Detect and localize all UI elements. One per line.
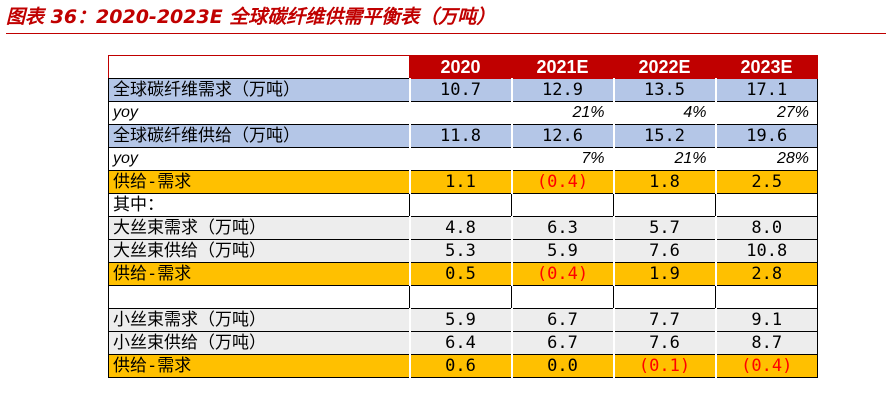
- table-cell: 5.9: [510, 239, 614, 263]
- table-cell: (0.4): [714, 354, 818, 378]
- table-row: yoy 7% 21% 28%: [108, 147, 818, 171]
- table-cell: 21%: [510, 101, 614, 125]
- table-cell: 28%: [714, 147, 818, 171]
- table-cell: 17.1: [714, 78, 818, 102]
- table-row: 供给-需求 0.5 (0.4) 1.9 2.8: [108, 262, 818, 286]
- table-cell: [409, 285, 512, 309]
- row-label: 大丝束需求（万吨）: [108, 216, 410, 240]
- row-label: 供给-需求: [108, 262, 410, 286]
- table-cell: 8.7: [714, 331, 818, 355]
- table-row: 其中：: [108, 193, 818, 217]
- table-row: 小丝束供给（万吨） 6.4 6.7 7.6 8.7: [108, 331, 818, 355]
- table-cell: 2.5: [714, 170, 818, 194]
- header-cell: 2023E: [715, 55, 818, 79]
- table-cell: 19.6: [714, 124, 818, 148]
- row-label: 供给-需求: [108, 354, 410, 378]
- table-cell: 10.8: [714, 239, 818, 263]
- table-cell: [511, 285, 614, 309]
- header-blank-cell: [108, 55, 410, 79]
- table-cell: 12.6: [510, 124, 614, 148]
- title-divider: [6, 33, 886, 34]
- supply-demand-table: 2020 2021E 2022E 2023E 全球碳纤维需求（万吨） 10.7 …: [108, 55, 818, 378]
- row-label: [108, 285, 410, 309]
- table-row: [108, 285, 818, 309]
- table-cell: 4.8: [408, 216, 512, 240]
- table-row: 供给-需求 1.1 (0.4) 1.8 2.5: [108, 170, 818, 194]
- header-cell: 2020: [409, 55, 512, 79]
- table-cell: 1.1: [408, 170, 512, 194]
- table-cell: [408, 147, 512, 171]
- table-cell: [613, 193, 716, 217]
- table-row: 小丝束需求（万吨） 5.9 6.7 7.7 9.1: [108, 308, 818, 332]
- table-cell: 6.7: [510, 331, 614, 355]
- table-row: 大丝束需求（万吨） 4.8 6.3 5.7 8.0: [108, 216, 818, 240]
- table-cell: 8.0: [714, 216, 818, 240]
- table-row: 大丝束供给（万吨） 5.3 5.9 7.6 10.8: [108, 239, 818, 263]
- table-cell: [409, 193, 512, 217]
- row-label: yoy: [108, 147, 410, 171]
- table-cell: 10.7: [408, 78, 512, 102]
- table-cell: 7.6: [612, 331, 716, 355]
- table-cell: 5.9: [408, 308, 512, 332]
- table-cell: 2.8: [714, 262, 818, 286]
- row-label: 供给-需求: [108, 170, 410, 194]
- table-cell: 1.8: [612, 170, 716, 194]
- header-cell: 2021E: [511, 55, 614, 79]
- table-cell: [715, 285, 818, 309]
- table-cell: 12.9: [510, 78, 614, 102]
- table-cell: 6.7: [510, 308, 614, 332]
- table-cell: 11.8: [408, 124, 512, 148]
- table-cell: 0.0: [510, 354, 614, 378]
- table-cell: (0.4): [510, 170, 614, 194]
- table-cell: 0.5: [408, 262, 512, 286]
- table-cell: 15.2: [612, 124, 716, 148]
- header-cell: 2022E: [613, 55, 716, 79]
- table-row: yoy 21% 4% 27%: [108, 101, 818, 125]
- table-row: 全球碳纤维需求（万吨） 10.7 12.9 13.5 17.1: [108, 78, 818, 102]
- table-cell: [613, 285, 716, 309]
- table-cell: 27%: [714, 101, 818, 125]
- row-label: 全球碳纤维供给（万吨）: [108, 124, 410, 148]
- figure-title: 图表 36：2020-2023E 全球碳纤维供需平衡表（万吨）: [6, 6, 496, 28]
- table-cell: 6.4: [408, 331, 512, 355]
- row-label: 小丝束供给（万吨）: [108, 331, 410, 355]
- table-cell: 6.3: [510, 216, 614, 240]
- table-cell: 5.7: [612, 216, 716, 240]
- table-cell: 5.3: [408, 239, 512, 263]
- table-cell: 7.7: [612, 308, 716, 332]
- row-label: 全球碳纤维需求（万吨）: [108, 78, 410, 102]
- table-cell: 13.5: [612, 78, 716, 102]
- table-row: 供给-需求 0.6 0.0 (0.1) (0.4): [108, 354, 818, 378]
- table-cell: 21%: [612, 147, 716, 171]
- row-label: 小丝束需求（万吨）: [108, 308, 410, 332]
- row-label: 其中：: [108, 193, 410, 217]
- table-row: 全球碳纤维供给（万吨） 11.8 12.6 15.2 19.6: [108, 124, 818, 148]
- table-cell: 4%: [612, 101, 716, 125]
- row-label: yoy: [108, 101, 410, 125]
- table-cell: 9.1: [714, 308, 818, 332]
- table-cell: [715, 193, 818, 217]
- header-row: 2020 2021E 2022E 2023E: [108, 55, 818, 79]
- row-label: 大丝束供给（万吨）: [108, 239, 410, 263]
- table-cell: [511, 193, 614, 217]
- table-cell: 1.9: [612, 262, 716, 286]
- table-cell: 0.6: [408, 354, 512, 378]
- table-cell: (0.4): [510, 262, 614, 286]
- table-cell: (0.1): [612, 354, 716, 378]
- table-cell: 7%: [510, 147, 614, 171]
- table-cell: [408, 101, 512, 125]
- table-cell: 7.6: [612, 239, 716, 263]
